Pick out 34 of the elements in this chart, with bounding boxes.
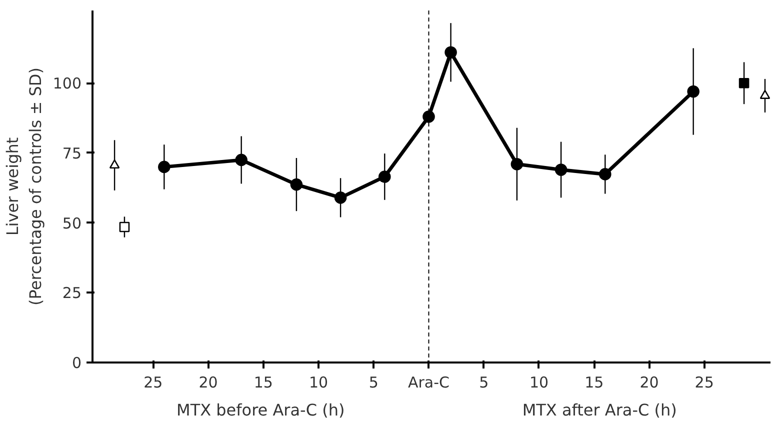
y-tick-label: 0 bbox=[72, 354, 82, 372]
x-tick-label: 10 bbox=[308, 374, 328, 392]
y-tick-label: 50 bbox=[62, 214, 82, 232]
point bbox=[510, 158, 524, 170]
x-tick-label: 20 bbox=[198, 374, 218, 392]
x-tick-label: 15 bbox=[254, 374, 273, 392]
x-tick-label: 25 bbox=[144, 374, 163, 392]
point bbox=[738, 78, 750, 88]
point bbox=[334, 192, 347, 204]
point bbox=[119, 222, 130, 232]
point bbox=[554, 164, 568, 176]
point bbox=[378, 170, 391, 183]
text: MTX after Ara-C (h) bbox=[522, 400, 677, 420]
x-tick-label: 15 bbox=[584, 374, 604, 392]
point bbox=[760, 90, 770, 99]
y-axis-title: Liver weight (Percentage of controls ± SD) bbox=[3, 68, 45, 306]
point bbox=[109, 159, 120, 169]
point bbox=[687, 85, 700, 98]
point bbox=[235, 154, 248, 166]
x-tick-label: 25 bbox=[694, 374, 714, 392]
y-tick-label: 25 bbox=[62, 284, 82, 302]
x-tick-label: Ara-C bbox=[408, 374, 450, 392]
point bbox=[598, 168, 612, 180]
point bbox=[444, 46, 457, 59]
point bbox=[290, 178, 303, 191]
point bbox=[158, 160, 170, 174]
x-tick-label: 10 bbox=[529, 374, 549, 392]
point bbox=[422, 110, 435, 123]
x-tick-label: 5 bbox=[368, 374, 378, 392]
x-tick-label: 5 bbox=[479, 374, 489, 392]
y-tick-label: 75 bbox=[62, 144, 82, 162]
text: MTX before Ara-C (h) bbox=[176, 400, 345, 420]
y-tick-label: 100 bbox=[52, 74, 82, 93]
x-tick-label: 20 bbox=[640, 374, 659, 392]
